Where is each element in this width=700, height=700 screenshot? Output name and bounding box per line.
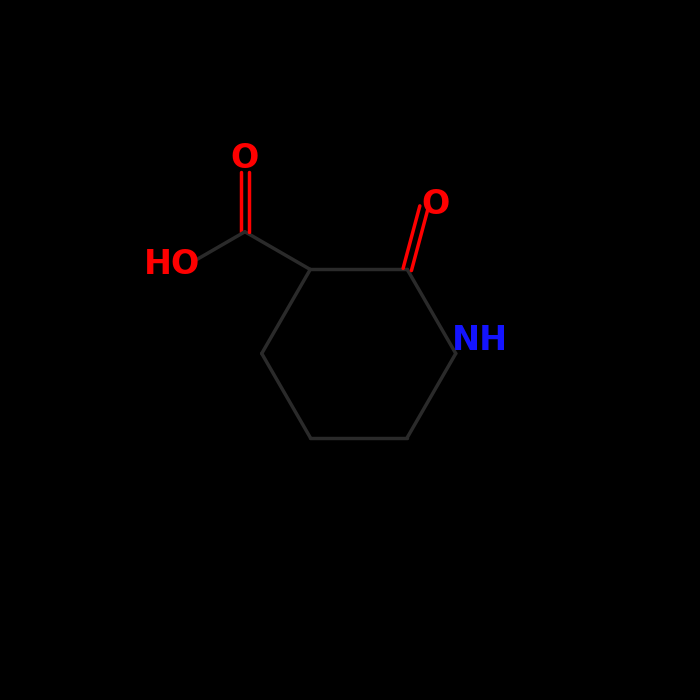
Text: NH: NH xyxy=(452,323,508,356)
Text: HO: HO xyxy=(144,248,200,281)
Text: O: O xyxy=(421,188,450,220)
Text: O: O xyxy=(231,143,259,176)
